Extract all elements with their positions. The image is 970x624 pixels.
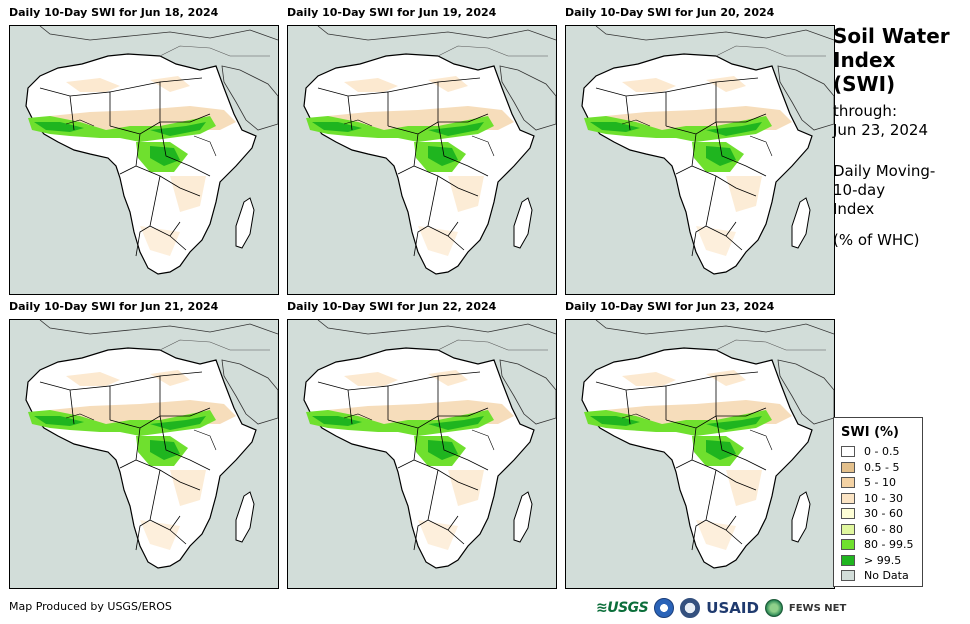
legend-swatch xyxy=(841,461,855,473)
africa-map xyxy=(565,25,835,295)
noaa-logo-icon xyxy=(654,598,675,618)
desc-line: Daily Moving- xyxy=(833,162,936,180)
panel-title: Daily 10-Day SWI for Jun 20, 2024 xyxy=(565,6,775,19)
desc-line: 10-day xyxy=(833,181,886,199)
legend-item: 5 - 10 xyxy=(841,475,922,491)
africa-map xyxy=(9,25,279,295)
legend-label: 60 - 80 xyxy=(864,522,903,536)
map-panel-jun18: Daily 10-Day SWI for Jun 18, 2024 xyxy=(9,6,279,295)
africa-map xyxy=(287,25,557,295)
title-line: (SWI) xyxy=(833,72,896,96)
usda-seal-icon xyxy=(680,598,701,618)
legend-label: > 99.5 xyxy=(864,553,902,567)
legend-item: 0.5 - 5 xyxy=(841,460,922,476)
usaid-logo: USAID xyxy=(706,599,759,617)
map-panel-jun21: Daily 10-Day SWI for Jun 21, 2024 xyxy=(9,300,279,589)
legend-swatch xyxy=(841,446,855,458)
legend-item: 0 - 0.5 xyxy=(841,444,922,460)
map-panel-jun19: Daily 10-Day SWI for Jun 19, 2024 xyxy=(287,6,557,295)
panel-title: Daily 10-Day SWI for Jun 19, 2024 xyxy=(287,6,497,19)
through-label: through: xyxy=(833,102,897,120)
globe-icon xyxy=(764,599,783,617)
legend-swatch xyxy=(841,539,855,551)
title-line: Soil Water xyxy=(833,24,950,48)
legend-rows: 0 - 0.5 0.5 - 5 5 - 10 10 - 30 30 - 60 60 - 8… xyxy=(841,444,922,584)
through-date: through: Jun 23, 2024 xyxy=(833,102,968,140)
legend-label: 10 - 30 xyxy=(864,491,903,505)
units-label: (% of WHC) xyxy=(833,231,920,249)
desc-line: Index xyxy=(833,200,875,218)
legend-swatch xyxy=(841,477,855,489)
partner-logos: ≋USGS USAID FEWS NET xyxy=(596,597,846,619)
index-description: Daily Moving- 10-day Index xyxy=(833,162,968,219)
title-block: Soil Water Index (SWI) through: Jun 23, … xyxy=(833,24,968,250)
credit-text: Map Produced by USGS/EROS xyxy=(9,600,172,613)
legend: SWI (%) 0 - 0.5 0.5 - 5 5 - 10 10 - 30 30 - … xyxy=(833,417,923,587)
fews-net-logo: FEWS NET xyxy=(788,602,847,614)
panel-title: Daily 10-Day SWI for Jun 21, 2024 xyxy=(9,300,219,313)
legend-swatch xyxy=(841,570,855,582)
panel-title: Daily 10-Day SWI for Jun 23, 2024 xyxy=(565,300,775,313)
legend-item: 30 - 60 xyxy=(841,506,922,522)
africa-map xyxy=(9,319,279,589)
africa-map xyxy=(287,319,557,589)
legend-swatch xyxy=(841,523,855,535)
legend-label: 0.5 - 5 xyxy=(864,460,900,474)
legend-swatch xyxy=(841,492,855,504)
panel-title: Daily 10-Day SWI for Jun 22, 2024 xyxy=(287,300,497,313)
main-title: Soil Water Index (SWI) xyxy=(833,24,968,96)
legend-item: > 99.5 xyxy=(841,553,922,569)
legend-label: 0 - 0.5 xyxy=(864,445,900,459)
legend-label: No Data xyxy=(864,569,909,583)
legend-item: 10 - 30 xyxy=(841,491,922,507)
map-panel-jun20: Daily 10-Day SWI for Jun 20, 2024 xyxy=(565,6,835,295)
africa-map xyxy=(565,319,835,589)
legend-swatch xyxy=(841,508,855,520)
legend-item: 60 - 80 xyxy=(841,522,922,538)
legend-item: No Data xyxy=(841,568,922,584)
through-value: Jun 23, 2024 xyxy=(833,121,929,139)
legend-label: 80 - 99.5 xyxy=(864,538,914,552)
legend-title: SWI (%) xyxy=(841,425,899,440)
legend-item: 80 - 99.5 xyxy=(841,537,922,553)
legend-swatch xyxy=(841,554,855,566)
panel-title: Daily 10-Day SWI for Jun 18, 2024 xyxy=(9,6,219,19)
legend-label: 30 - 60 xyxy=(864,507,903,521)
usgs-logo: ≋USGS xyxy=(596,600,649,616)
title-line: Index xyxy=(833,48,896,72)
map-panel-jun22: Daily 10-Day SWI for Jun 22, 2024 xyxy=(287,300,557,589)
legend-label: 5 - 10 xyxy=(864,476,896,490)
map-panel-jun23: Daily 10-Day SWI for Jun 23, 2024 xyxy=(565,300,835,589)
